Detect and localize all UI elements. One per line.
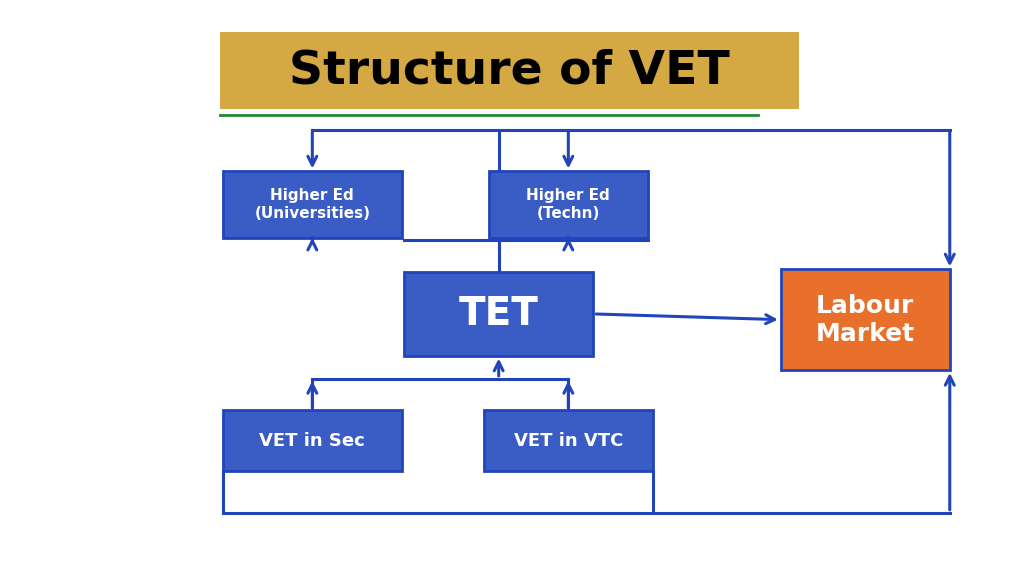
FancyBboxPatch shape <box>223 410 401 471</box>
Text: TET: TET <box>459 295 539 333</box>
FancyBboxPatch shape <box>780 270 950 370</box>
Text: Labour
Market: Labour Market <box>816 294 914 346</box>
Text: Higher Ed
(Universities): Higher Ed (Universities) <box>254 188 371 221</box>
FancyBboxPatch shape <box>484 410 653 471</box>
Text: VET in Sec: VET in Sec <box>259 431 366 450</box>
FancyBboxPatch shape <box>220 32 799 109</box>
Text: Structure of VET: Structure of VET <box>289 48 730 93</box>
FancyBboxPatch shape <box>489 172 648 237</box>
FancyBboxPatch shape <box>223 172 401 237</box>
FancyBboxPatch shape <box>403 272 593 356</box>
Text: VET in VTC: VET in VTC <box>514 431 623 450</box>
Text: Higher Ed
(Techn): Higher Ed (Techn) <box>526 188 610 221</box>
